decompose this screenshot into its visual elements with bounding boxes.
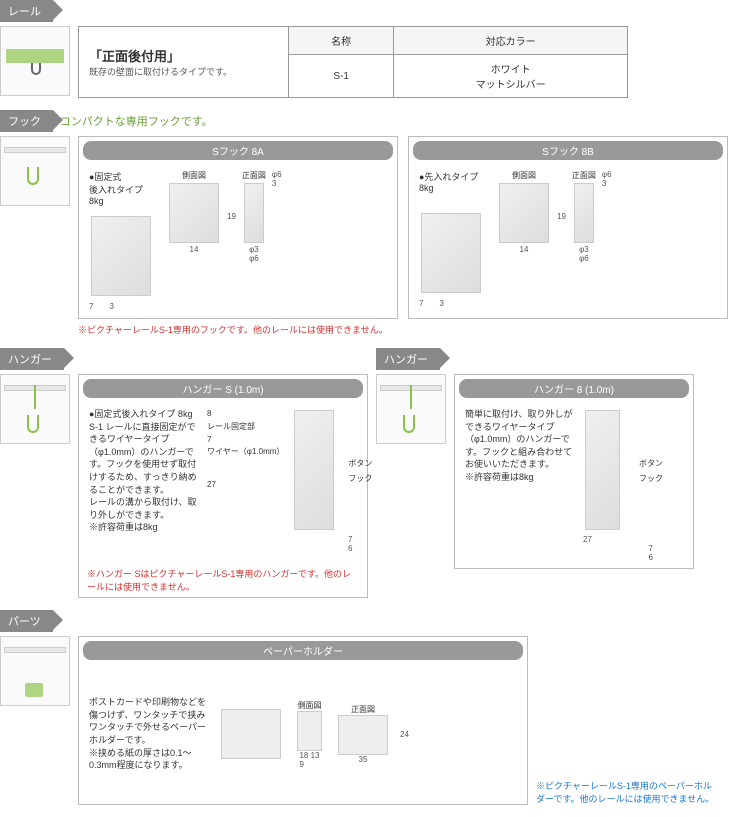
hanger2-thumb (376, 374, 446, 444)
hook-b-side-icon (499, 183, 549, 243)
front-label: 正面図 (242, 170, 266, 181)
rail-desc-title: 「正面後付用」 (89, 46, 278, 65)
hanger2-desc1: 簡単に取付け、取り外しができるワイヤータイプ（φ1.0mm）のハンガーです。フッ… (465, 408, 575, 471)
hanger1-desc2: S-1 レールに直接固定ができるワイヤータイプ（φ1.0mm）のハンガーです。フ… (89, 421, 199, 497)
hook-a-side-icon (169, 183, 219, 243)
parts-note: ※ピクチャーレールS-1専用のペーパーホルダーです。他のレールには使用できません… (536, 779, 716, 805)
paper-3d-icon (221, 709, 281, 759)
rail-th-color: 対応カラー (394, 27, 628, 55)
hook-box-a: Sフック 8A ●固定式 後入れタイプ 8kg 7 3 側面図 14 (78, 136, 398, 319)
parts-desc2: ※挟める紙の厚さは0.1～0.3mm程度になります。 (89, 747, 209, 772)
rail-desc-sub: 既存の壁面に取付けるタイプです。 (89, 65, 278, 78)
hook-note: ※ピクチャーレールS-1専用のフックです。他のレールには使用できません。 (78, 323, 740, 336)
hanger1-diagram-icon (294, 410, 334, 530)
parts-desc1: ポストカードや印刷物などを傷つけず、ワンタッチで挟みワンタッチで外せるペーパーホ… (89, 696, 209, 746)
parts-thumb (0, 636, 70, 706)
hook-b-type: ●先入れタイプ 8kg (419, 170, 489, 193)
hanger2-box: ハンガー 8 (1.0m) 簡単に取付け、取り外しができるワイヤータイプ（φ1.… (454, 374, 694, 569)
rail-header: レール (0, 0, 53, 22)
hanger2-desc2: ※許容荷重は8kg (465, 471, 575, 484)
rail-color-value: ホワイト マットシルバー (394, 55, 628, 98)
hanger1-thumb (0, 374, 70, 444)
hook-a-front-icon (244, 183, 264, 243)
hanger1-desc1: ●固定式後入れタイプ 8kg (89, 408, 199, 421)
hook-thumb (0, 136, 70, 206)
hanger2-title: ハンガー 8 (1.0m) (459, 379, 689, 398)
rail-th-name: 名称 (289, 27, 394, 55)
parts-title: ペーパーホルダー (83, 641, 523, 660)
rail-section: レール 「正面後付用」 既存の壁面に取付けるタイプです。 名称 対応カラー S-… (0, 0, 740, 98)
hanger1-note: ※ハンガー SはピクチャーレールS-1専用のハンガーです。他のレールには使用でき… (79, 563, 367, 597)
hook-a-type1: ●固定式 (89, 170, 159, 183)
hanger2-diagram-icon (585, 410, 620, 530)
hook-a-title: Sフック 8A (83, 141, 393, 160)
hanger1-header: ハンガー (0, 348, 64, 370)
hanger1-desc3: レールの溝から取付け、取り外しができます。 (89, 496, 199, 521)
parts-box: ペーパーホルダー ポストカードや印刷物などを傷つけず、ワンタッチで挟みワンタッチ… (78, 636, 528, 805)
hook-b-title: Sフック 8B (413, 141, 723, 160)
hook-header: フック (0, 110, 53, 132)
hanger-row: ハンガー ハンガー S (1.0m) ●固定式後入れタイプ 8kg S-1 レー… (0, 348, 740, 610)
parts-section: パーツ ペーパーホルダー ポストカードや印刷物などを傷つけず、ワンタッチで挟みワ… (0, 610, 740, 805)
hook-a-type2: 後入れタイプ 8kg (89, 183, 159, 206)
hook-section: フック コンパクトな専用フックです。 Sフック 8A ●固定式 後入れタイプ 8… (0, 110, 740, 336)
rail-table: 「正面後付用」 既存の壁面に取付けるタイプです。 名称 対応カラー S-1 ホワ… (78, 26, 628, 98)
hook-b-front-icon (574, 183, 594, 243)
hook-box-b: Sフック 8B ●先入れタイプ 8kg 7 3 側面図 14 19 (408, 136, 728, 319)
hanger1-title: ハンガー S (1.0m) (83, 379, 363, 398)
hanger1-desc4: ※許容荷重は8kg (89, 521, 199, 534)
rail-desc-cell: 「正面後付用」 既存の壁面に取付けるタイプです。 (79, 27, 289, 98)
hook-subtitle: コンパクトな専用フックです。 (60, 116, 213, 128)
paper-front-icon (338, 715, 388, 755)
rail-name-value: S-1 (289, 55, 394, 98)
hanger2-header: ハンガー (376, 348, 440, 370)
paper-side-icon (297, 711, 322, 751)
hook-a-3d-icon (91, 216, 151, 296)
parts-header: パーツ (0, 610, 53, 632)
side-label: 側面図 (182, 170, 206, 181)
rail-thumb (0, 26, 70, 96)
hook-b-3d-icon (421, 213, 481, 293)
hanger1-box: ハンガー S (1.0m) ●固定式後入れタイプ 8kg S-1 レールに直接固… (78, 374, 368, 598)
